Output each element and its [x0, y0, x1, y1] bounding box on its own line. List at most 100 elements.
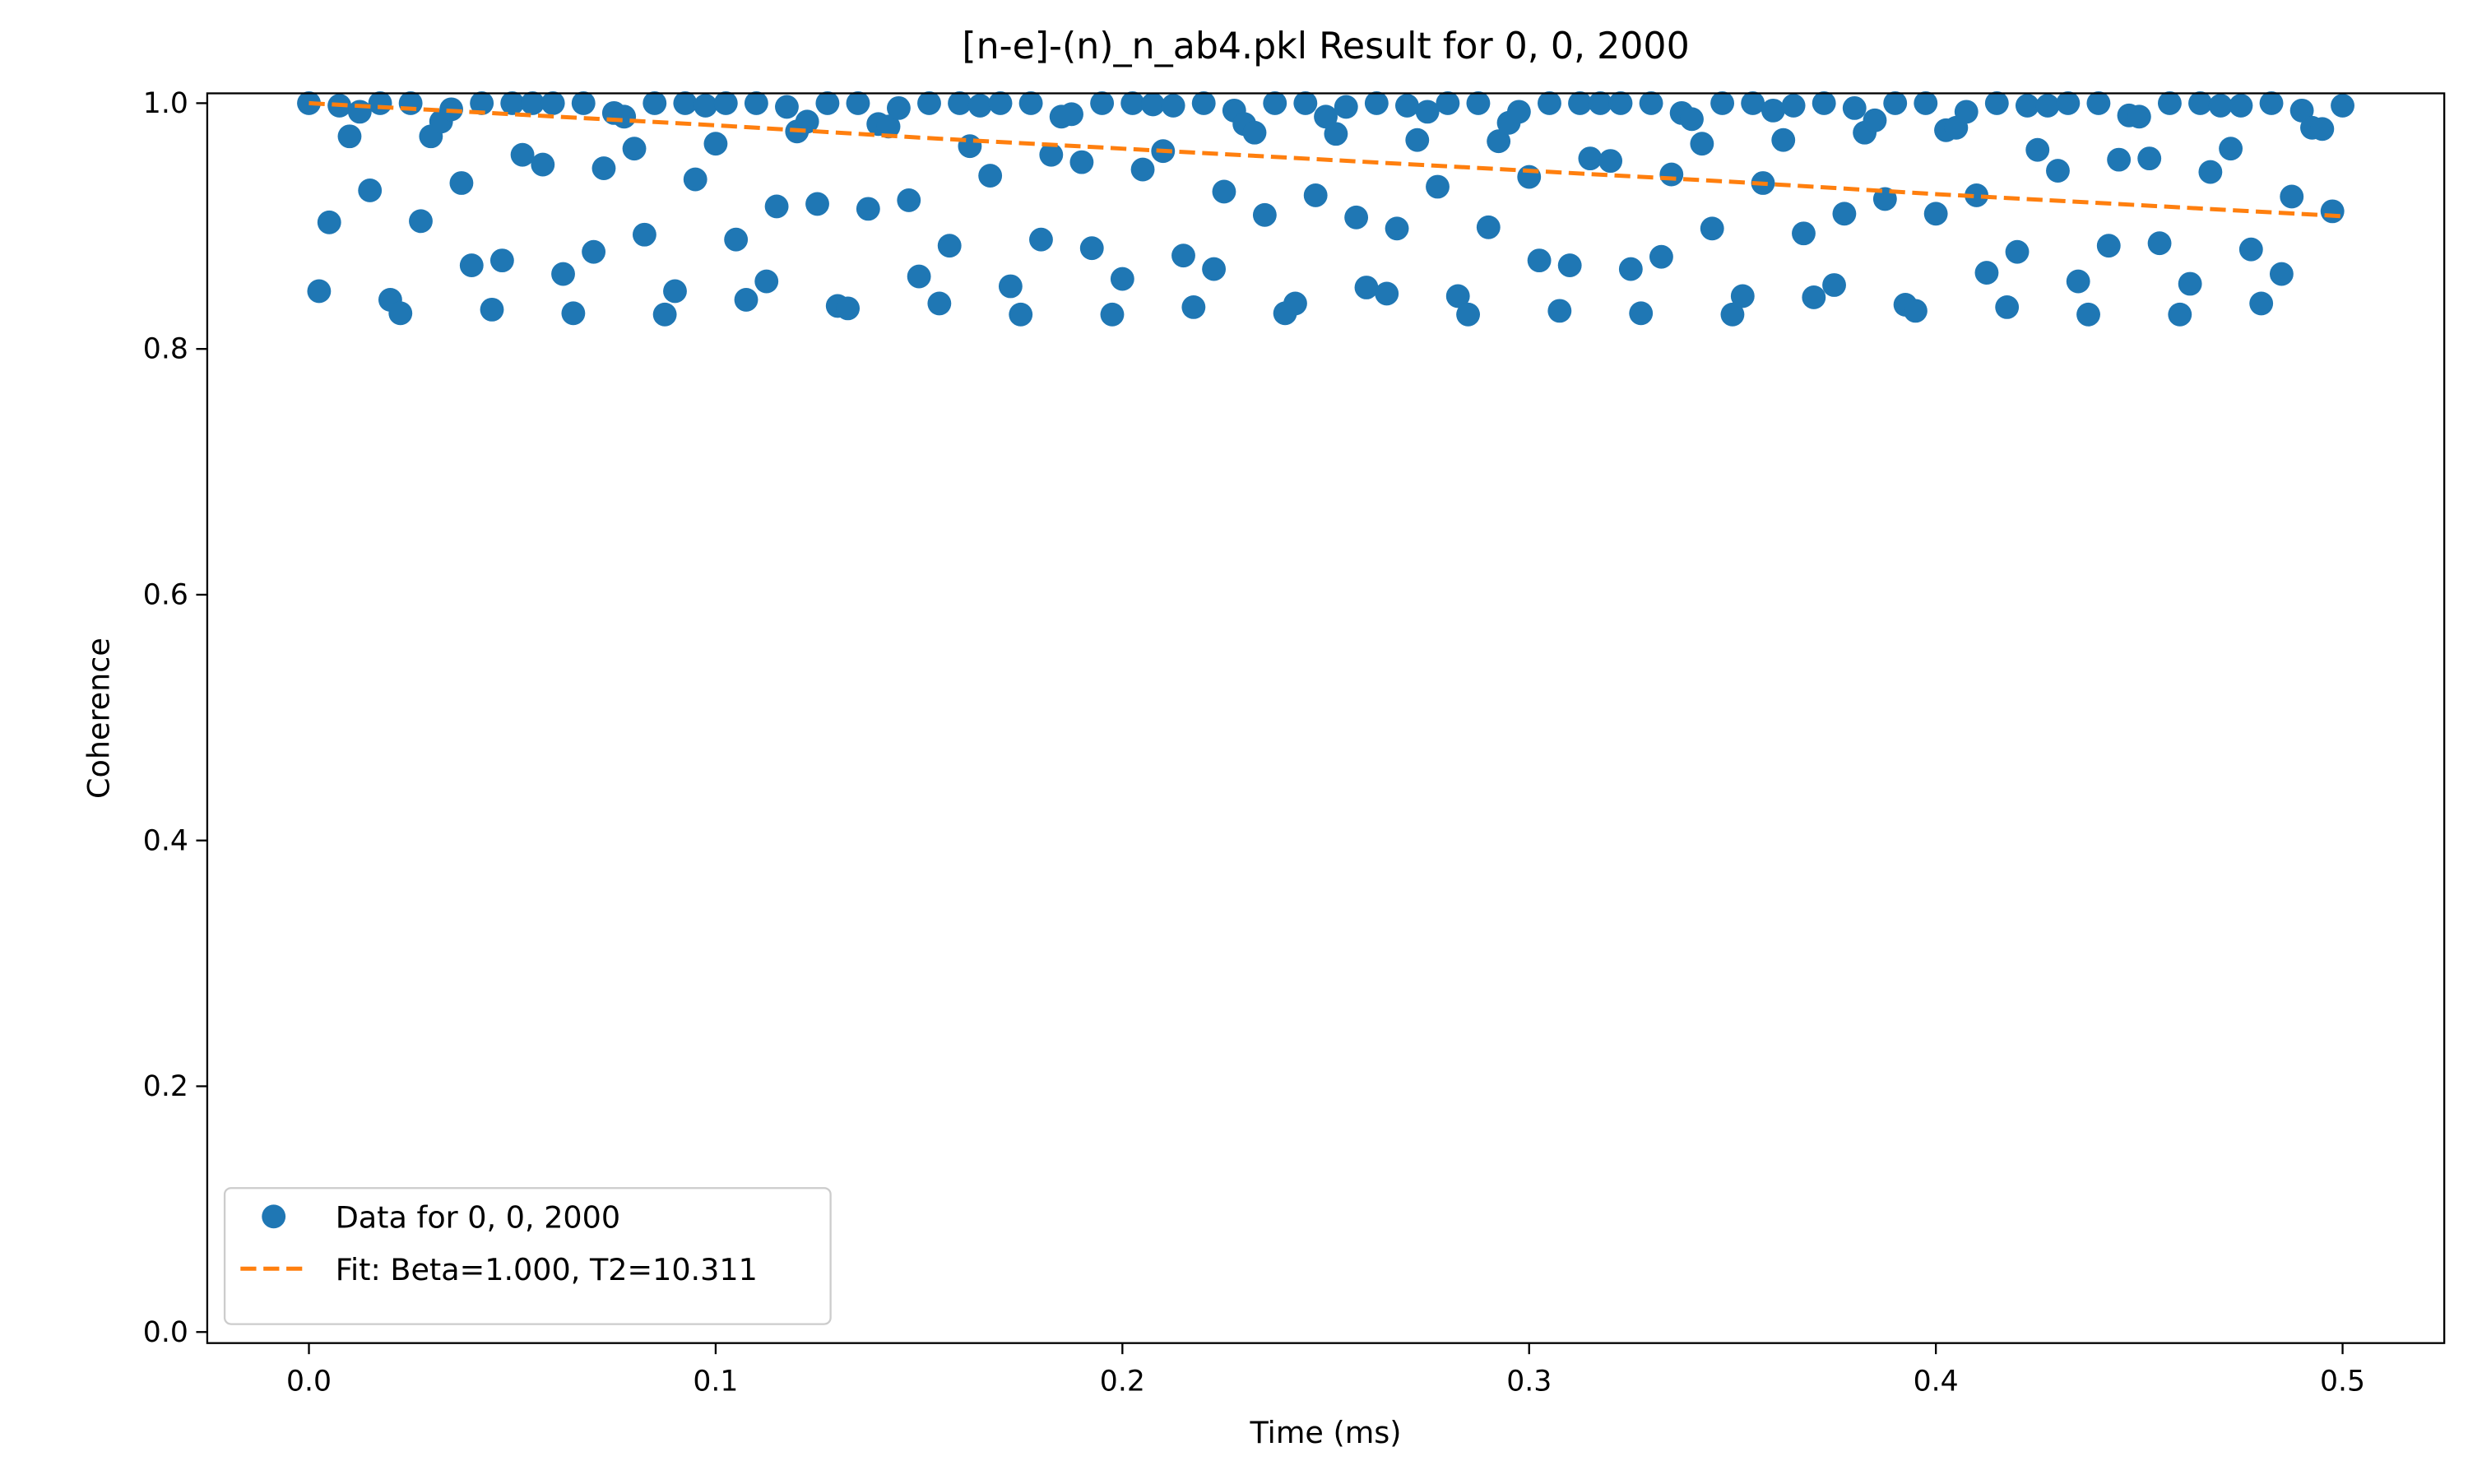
- data-point: [1568, 90, 1592, 115]
- data-point: [703, 132, 728, 156]
- data-point: [2188, 90, 2212, 115]
- data-point: [907, 264, 931, 289]
- data-point: [1842, 95, 1867, 120]
- data-point: [1598, 149, 1623, 174]
- data-point: [1863, 108, 1887, 132]
- data-point: [2025, 137, 2050, 162]
- data-point: [521, 90, 545, 115]
- data-point: [612, 104, 637, 129]
- legend-box: [223, 1187, 832, 1325]
- data-point: [1415, 100, 1440, 124]
- data-point: [449, 171, 474, 195]
- data-point: [2178, 271, 2202, 296]
- data-point: [1974, 261, 1999, 285]
- data-point: [2096, 234, 2121, 258]
- data-point: [856, 197, 880, 221]
- data-point: [1202, 257, 1226, 281]
- data-point: [591, 156, 616, 181]
- data-point: [1060, 102, 1083, 127]
- fit-line: [308, 100, 2343, 219]
- data-point: [409, 209, 433, 234]
- data-point: [1761, 98, 1785, 123]
- data-point: [1191, 90, 1216, 115]
- data-point: [632, 222, 656, 247]
- data-point: [1659, 162, 1684, 187]
- data-point: [1649, 244, 1673, 269]
- data-point: [1984, 90, 2009, 115]
- data-point: [815, 90, 840, 115]
- legend-label: Fit: Beta=1.000, T2=10.311: [336, 1252, 758, 1287]
- data-point: [622, 137, 647, 161]
- data-point: [398, 90, 423, 115]
- data-point: [795, 109, 819, 134]
- data-point: [1608, 90, 1633, 115]
- data-point: [1252, 202, 1277, 227]
- data-point: [1100, 302, 1125, 327]
- data-point: [2015, 93, 2039, 118]
- x-tick-label: 0.0: [286, 1365, 332, 1398]
- data-point: [1954, 100, 1979, 124]
- data-point: [2168, 302, 2192, 327]
- data-point: [582, 239, 606, 264]
- data-point: [1781, 93, 1806, 118]
- data-point: [2107, 147, 2132, 172]
- data-point: [948, 90, 972, 115]
- data-point: [2137, 146, 2162, 171]
- data-point: [1812, 90, 1836, 115]
- data-point: [1466, 90, 1491, 115]
- data-point: [988, 90, 1013, 115]
- data-point: [531, 152, 555, 177]
- data-point: [978, 164, 1003, 188]
- data-point: [897, 188, 921, 212]
- data-point: [1120, 90, 1145, 115]
- y-tick-label: 0.6: [143, 578, 188, 611]
- data-point: [1680, 107, 1704, 132]
- data-point: [2219, 137, 2243, 161]
- data-point: [470, 90, 494, 115]
- data-point: [2310, 117, 2335, 141]
- data-point: [927, 291, 952, 316]
- data-point: [744, 90, 768, 115]
- data-point: [1181, 294, 1206, 319]
- data-point: [1904, 299, 1928, 323]
- data-point: [1690, 132, 1714, 156]
- data-point: [1547, 299, 1572, 323]
- data-point: [2320, 199, 2345, 224]
- data-point: [2259, 90, 2284, 115]
- data-point: [1212, 179, 1236, 204]
- data-point: [683, 167, 707, 192]
- x-tick-label: 0.2: [1100, 1365, 1145, 1398]
- data-point: [2158, 90, 2182, 115]
- data-point: [2056, 90, 2081, 115]
- data-point: [1700, 216, 1724, 241]
- data-point: [1538, 90, 1561, 115]
- data-point: [1710, 90, 1735, 115]
- data-point: [713, 90, 738, 115]
- legend: Data for 0, 0, 2000 Fit: Beta=1.000, T2=1…: [223, 1187, 832, 1325]
- data-point: [967, 93, 992, 118]
- y-tick-label: 1.0: [143, 87, 188, 120]
- data-point: [1629, 301, 1654, 326]
- data-point: [1618, 257, 1643, 281]
- data-point: [2076, 302, 2100, 327]
- data-point: [1375, 281, 1399, 306]
- data-point: [358, 179, 383, 202]
- data-point: [1995, 294, 2020, 319]
- data-point: [571, 90, 596, 115]
- data-point: [652, 302, 677, 327]
- data-point: [876, 114, 901, 139]
- data-point: [551, 262, 575, 286]
- data-point: [2127, 104, 2151, 129]
- data-point: [1303, 183, 1328, 207]
- data-point: [1506, 100, 1531, 124]
- x-tick-label: 0.1: [693, 1365, 738, 1398]
- data-point: [368, 90, 392, 115]
- y-tick-label: 0.0: [143, 1316, 188, 1349]
- data-point: [561, 301, 586, 326]
- data-point: [1456, 302, 1481, 327]
- data-point: [1009, 302, 1033, 327]
- data-point: [1018, 90, 1043, 115]
- data-point: [1293, 90, 1318, 115]
- data-point: [1426, 174, 1450, 199]
- data-point: [2046, 159, 2070, 183]
